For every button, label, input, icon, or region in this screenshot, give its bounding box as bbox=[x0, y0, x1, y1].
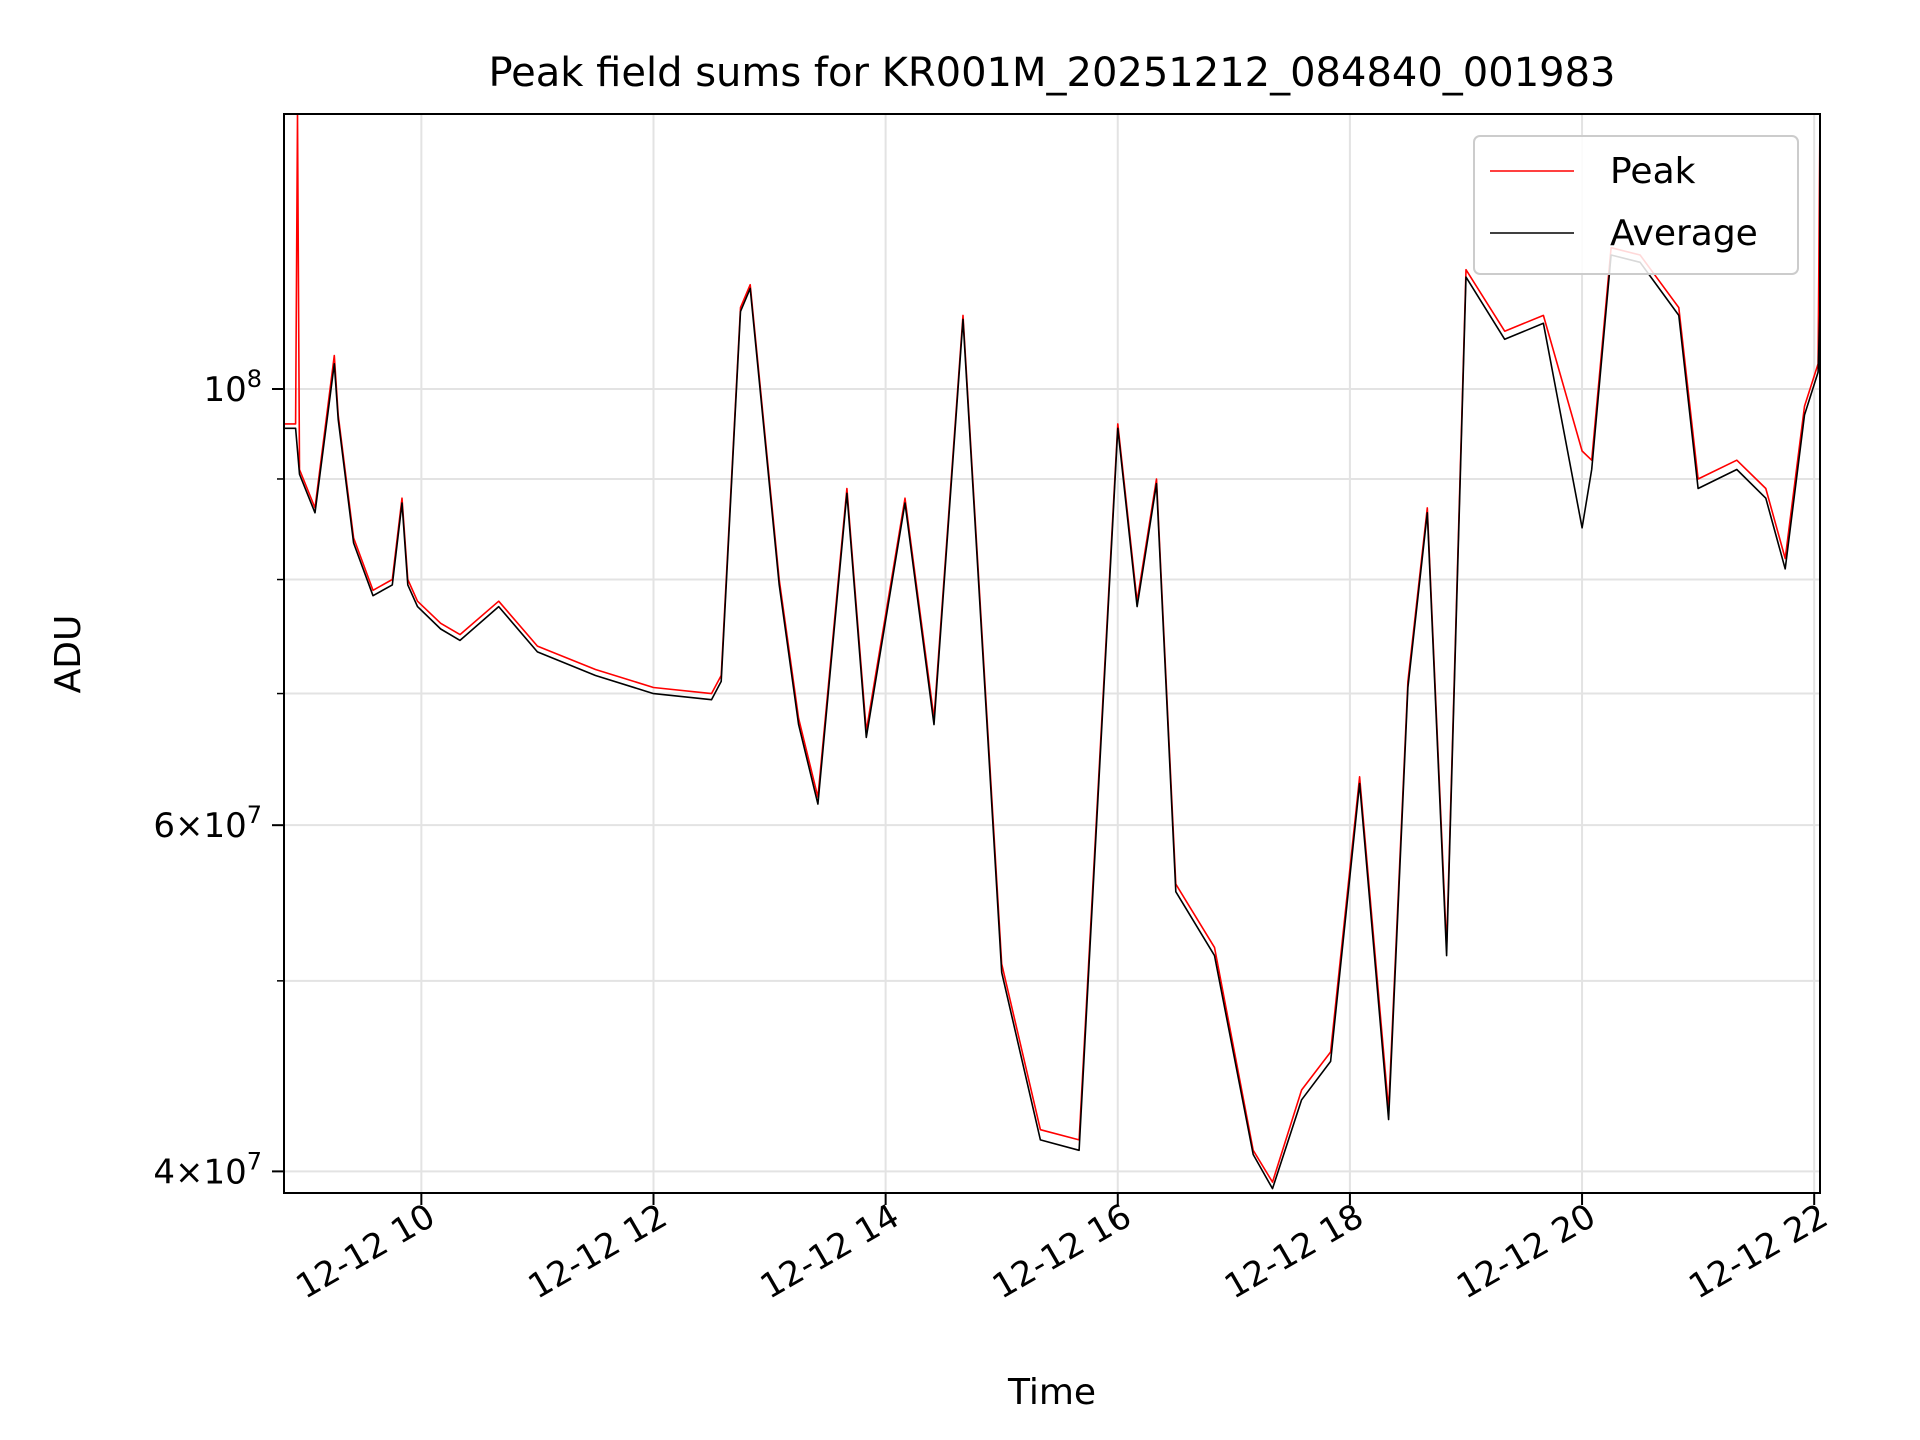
legend-label-peak: Peak bbox=[1610, 151, 1696, 192]
y-tick-label: 4×107 bbox=[153, 1147, 262, 1192]
y-tick-label: 108 bbox=[203, 365, 262, 410]
series-lines bbox=[284, 114, 1820, 1190]
y-tick-label-base: 6×10 bbox=[153, 806, 246, 846]
chart-title: Peak field sums for KR001M_20251212_0848… bbox=[488, 50, 1615, 96]
legend: Peak Average bbox=[1473, 135, 1799, 275]
y-tick-label-exponent: 7 bbox=[247, 801, 262, 829]
series-line-average bbox=[284, 254, 1820, 1190]
y-tick-label: 6×107 bbox=[153, 801, 262, 846]
y-tick-label-exponent: 8 bbox=[247, 365, 262, 393]
x-axis-label: Time bbox=[1007, 1372, 1096, 1413]
legend-label-average: Average bbox=[1610, 213, 1758, 254]
y-axis-label: ADU bbox=[48, 615, 89, 694]
y-tick-label-base: 4×10 bbox=[153, 1152, 246, 1192]
y-tick-label-exponent: 7 bbox=[247, 1147, 262, 1175]
grid-lines bbox=[284, 114, 1820, 1193]
y-tick-label-base: 10 bbox=[203, 370, 246, 410]
plot-frame bbox=[283, 113, 1821, 1194]
